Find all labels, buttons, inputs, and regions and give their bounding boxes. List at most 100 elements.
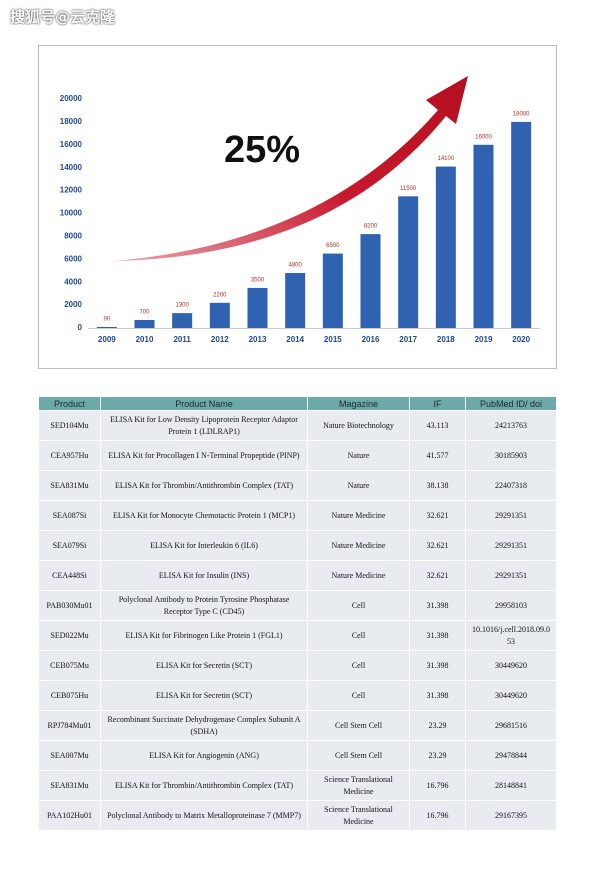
table-cell: RPJ784Mu01 [38, 710, 101, 741]
table-cell: 22407318 [465, 470, 557, 501]
table-cell: Polyclonal Antibody to Protein Tyrosine … [100, 590, 308, 621]
table-cell: Cell Stem Cell [307, 710, 410, 741]
y-tick-label: 8000 [64, 232, 82, 241]
value-label: 90 [103, 317, 110, 323]
table-cell: 38.138 [409, 470, 466, 501]
table-row: SEA831Mu ELISA Kit for Thrombin/Antithrom… [38, 470, 557, 501]
table-cell: 16.796 [409, 800, 466, 831]
table-cell: 32.621 [409, 560, 466, 591]
bar [247, 287, 268, 328]
x-tick-label: 2014 [286, 335, 304, 344]
table-row: SEA007Mu ELISA Kit for Angiogenin (ANG) Ce… [38, 740, 557, 771]
header-row: Product Product Name Magazine IF PubMed ID/ … [38, 396, 557, 411]
table-cell: 31.398 [409, 590, 466, 621]
table-row: PAA102Hu01 Polyclonal Antibody to Matrix … [38, 800, 557, 831]
table-cell: Science Translational Medicine [307, 800, 410, 831]
header-cell: IF [409, 396, 466, 411]
bar [473, 144, 494, 328]
y-tick-label: 16000 [60, 140, 83, 149]
table-row: CEB075Mu ELISA Kit for Secretin (SCT) Cell… [38, 650, 557, 681]
table-cell: 43.113 [409, 410, 466, 441]
table-cell: Cell [307, 590, 410, 621]
value-label: 6500 [326, 243, 340, 249]
table-cell: ELISA Kit for Monocyte Chemotactic Prote… [100, 500, 308, 531]
table-cell: Nature [307, 440, 410, 471]
table-cell: 10.1016/j.cell.2018.09.053 [465, 620, 557, 651]
value-label: 4800 [288, 263, 302, 269]
table-cell: ELISA Kit for Secretin (SCT) [100, 680, 308, 711]
y-tick-label: 6000 [64, 254, 82, 263]
table-row: SEA087Si ELISA Kit for Monocyte Chemotact… [38, 500, 557, 531]
bar [96, 326, 117, 328]
x-tick-label: 2013 [249, 335, 267, 344]
bar [172, 313, 193, 328]
value-label: 8200 [364, 224, 378, 230]
table-cell: Nature Medicine [307, 560, 410, 591]
table-cell: 29291351 [465, 560, 557, 591]
x-tick-label: 2017 [399, 335, 417, 344]
growth-arrow [113, 76, 468, 261]
table-cell: Nature Medicine [307, 530, 410, 561]
table-cell: Polyclonal Antibody to Matrix Metallopro… [100, 800, 308, 831]
value-label: 11500 [400, 186, 417, 192]
x-tick-label: 2019 [475, 335, 493, 344]
table-cell: 29681516 [465, 710, 557, 741]
table: Product Product Name Magazine IF PubMed ID/ … [38, 396, 557, 831]
y-tick-label: 4000 [64, 277, 82, 286]
table-cell: 30449620 [465, 680, 557, 711]
table-cell: Cell Stem Cell [307, 740, 410, 771]
bar [511, 121, 532, 329]
x-tick-label: 2009 [98, 335, 116, 344]
table-cell: 29291351 [465, 530, 557, 561]
x-tick-label: 2012 [211, 335, 229, 344]
header-cell: Magazine [307, 396, 410, 411]
table-cell: ELISA Kit for Thrombin/Antithrombin Comp… [100, 470, 308, 501]
table-cell: Recombinant Succinate Dehydrogenase Comp… [100, 710, 308, 741]
table-cell: PAA102Hu01 [38, 800, 101, 831]
table-cell: Cell [307, 680, 410, 711]
annotation: 25% [224, 129, 300, 171]
table-cell: CEB075Hu [38, 680, 101, 711]
table-row: SED104Mu ELISA Kit for Low Density Lipopr… [38, 410, 557, 441]
table-cell: 29167395 [465, 800, 557, 831]
table-cell: 16.796 [409, 770, 466, 801]
table-cell: ELISA Kit for Secretin (SCT) [100, 650, 308, 681]
table-cell: 28148841 [465, 770, 557, 801]
value-label: 16000 [475, 134, 492, 140]
y-tick-label: 18000 [60, 117, 83, 126]
table-cell: ELISA Kit for Thrombin/Antithrombin Comp… [100, 770, 308, 801]
table-cell: CEA448Si [38, 560, 101, 591]
bar [360, 234, 381, 328]
x-tick-label: 2010 [136, 335, 154, 344]
bar [134, 319, 155, 328]
table-cell: Nature [307, 470, 410, 501]
table-cell: ELISA Kit for Procollagen I N-Terminal P… [100, 440, 308, 471]
table-cell: PAB030Mu01 [38, 590, 101, 621]
table-cell: ELISA Kit for Low Density Lipoprotein Re… [100, 410, 308, 441]
table-row: CEA448Si ELISA Kit for Insulin (INS) Natur… [38, 560, 557, 591]
table-cell: SEA079Si [38, 530, 101, 561]
table-cell: 23.29 [409, 710, 466, 741]
table-cell: ELISA Kit for Interleukin 6 (IL6) [100, 530, 308, 561]
table-cell: SED104Mu [38, 410, 101, 441]
table-cell: Nature Biotechnology [307, 410, 410, 441]
y-tick-label: 20000 [60, 94, 83, 103]
y-tick-label: 12000 [60, 186, 83, 195]
table-cell: 32.621 [409, 530, 466, 561]
table-cell: SEA087Si [38, 500, 101, 531]
table-cell: SED022Mu [38, 620, 101, 651]
table-row: SED022Mu ELISA Kit for Fibrinogen Like Pr… [38, 620, 557, 651]
table-cell: 29291351 [465, 500, 557, 531]
table-cell: 24213763 [465, 410, 557, 441]
table-cell: 30449620 [465, 650, 557, 681]
table-row: SEA831Mu ELISA Kit for Thrombin/Antithrom… [38, 770, 557, 801]
x-tick-label: 2015 [324, 335, 342, 344]
y-tick-label: 0 [78, 323, 83, 332]
value-label: 700 [139, 310, 150, 316]
table-row: CEA957Hu ELISA Kit for Procollagen I N-Te… [38, 440, 557, 471]
y-tick-label: 2000 [64, 300, 82, 309]
table-cell: 30185903 [465, 440, 557, 471]
header-cell: PubMed ID/ doi [465, 396, 557, 411]
table-row: RPJ784Mu01 Recombinant Succinate Dehydrog… [38, 710, 557, 741]
bar [398, 196, 419, 328]
